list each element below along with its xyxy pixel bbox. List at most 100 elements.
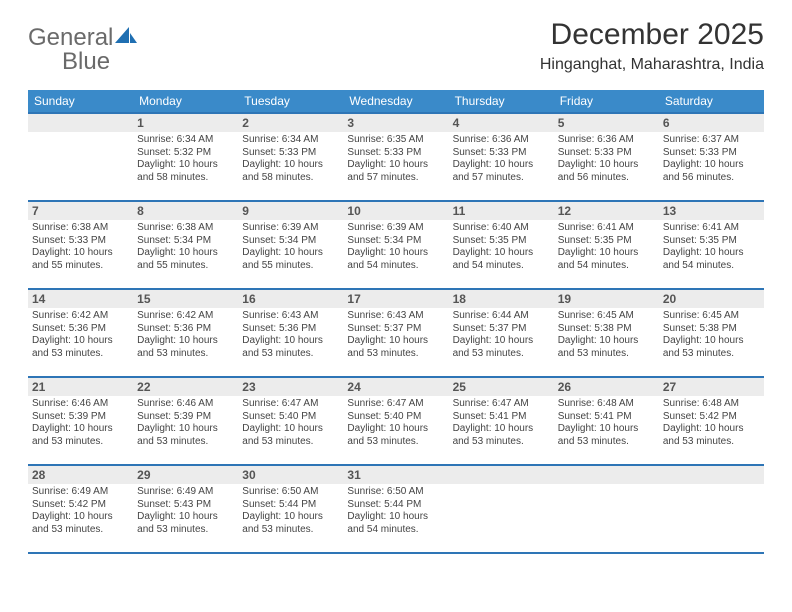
daylight-text: Daylight: 10 hours and 53 minutes.: [663, 423, 760, 448]
sunset-text: Sunset: 5:38 PM: [558, 323, 655, 336]
sunset-text: Sunset: 5:36 PM: [137, 323, 234, 336]
day-cell: 20Sunrise: 6:45 AMSunset: 5:38 PMDayligh…: [659, 290, 764, 376]
sunset-text: Sunset: 5:37 PM: [453, 323, 550, 336]
daylight-text: Daylight: 10 hours and 55 minutes.: [32, 247, 129, 272]
sunrise-text: Sunrise: 6:36 AM: [558, 134, 655, 147]
day-cell: 9Sunrise: 6:39 AMSunset: 5:34 PMDaylight…: [238, 202, 343, 288]
sunrise-text: Sunrise: 6:45 AM: [558, 310, 655, 323]
sunset-text: Sunset: 5:33 PM: [32, 235, 129, 248]
day-number: 17: [343, 290, 448, 308]
day-cell: 28Sunrise: 6:49 AMSunset: 5:42 PMDayligh…: [28, 466, 133, 552]
day-number: [449, 466, 554, 484]
day-number: 2: [238, 114, 343, 132]
sunrise-text: Sunrise: 6:38 AM: [137, 222, 234, 235]
daylight-text: Daylight: 10 hours and 56 minutes.: [663, 159, 760, 184]
sunrise-text: Sunrise: 6:39 AM: [242, 222, 339, 235]
day-body: Sunrise: 6:36 AMSunset: 5:33 PMDaylight:…: [554, 132, 659, 188]
daylight-text: Daylight: 10 hours and 53 minutes.: [453, 423, 550, 448]
day-body: Sunrise: 6:39 AMSunset: 5:34 PMDaylight:…: [343, 220, 448, 276]
day-cell: [659, 466, 764, 552]
sunset-text: Sunset: 5:40 PM: [242, 411, 339, 424]
day-body: Sunrise: 6:50 AMSunset: 5:44 PMDaylight:…: [343, 484, 448, 540]
day-body: Sunrise: 6:46 AMSunset: 5:39 PMDaylight:…: [133, 396, 238, 452]
day-cell: [554, 466, 659, 552]
day-body: Sunrise: 6:50 AMSunset: 5:44 PMDaylight:…: [238, 484, 343, 540]
sunset-text: Sunset: 5:34 PM: [242, 235, 339, 248]
daylight-text: Daylight: 10 hours and 54 minutes.: [558, 247, 655, 272]
day-cell: 31Sunrise: 6:50 AMSunset: 5:44 PMDayligh…: [343, 466, 448, 552]
day-cell: 27Sunrise: 6:48 AMSunset: 5:42 PMDayligh…: [659, 378, 764, 464]
daylight-text: Daylight: 10 hours and 57 minutes.: [347, 159, 444, 184]
day-cell: 13Sunrise: 6:41 AMSunset: 5:35 PMDayligh…: [659, 202, 764, 288]
sunrise-text: Sunrise: 6:50 AM: [347, 486, 444, 499]
day-cell: 10Sunrise: 6:39 AMSunset: 5:34 PMDayligh…: [343, 202, 448, 288]
sunset-text: Sunset: 5:42 PM: [32, 499, 129, 512]
daylight-text: Daylight: 10 hours and 53 minutes.: [137, 423, 234, 448]
sunrise-text: Sunrise: 6:46 AM: [137, 398, 234, 411]
day-number: 21: [28, 378, 133, 396]
brand-part1: General: [28, 24, 113, 51]
day-body: Sunrise: 6:45 AMSunset: 5:38 PMDaylight:…: [554, 308, 659, 364]
day-body: Sunrise: 6:48 AMSunset: 5:41 PMDaylight:…: [554, 396, 659, 452]
sunset-text: Sunset: 5:42 PM: [663, 411, 760, 424]
day-body: Sunrise: 6:34 AMSunset: 5:33 PMDaylight:…: [238, 132, 343, 188]
day-body: Sunrise: 6:43 AMSunset: 5:37 PMDaylight:…: [343, 308, 448, 364]
day-body: Sunrise: 6:45 AMSunset: 5:38 PMDaylight:…: [659, 308, 764, 364]
day-cell: 3Sunrise: 6:35 AMSunset: 5:33 PMDaylight…: [343, 114, 448, 200]
day-number: 11: [449, 202, 554, 220]
sunset-text: Sunset: 5:43 PM: [137, 499, 234, 512]
day-number: [659, 466, 764, 484]
day-cell: 25Sunrise: 6:47 AMSunset: 5:41 PMDayligh…: [449, 378, 554, 464]
daylight-text: Daylight: 10 hours and 53 minutes.: [453, 335, 550, 360]
sunrise-text: Sunrise: 6:50 AM: [242, 486, 339, 499]
day-body: Sunrise: 6:48 AMSunset: 5:42 PMDaylight:…: [659, 396, 764, 452]
day-number: 14: [28, 290, 133, 308]
sunset-text: Sunset: 5:35 PM: [453, 235, 550, 248]
brand-text: General Blue: [28, 24, 137, 80]
sunset-text: Sunset: 5:41 PM: [453, 411, 550, 424]
sunset-text: Sunset: 5:44 PM: [242, 499, 339, 512]
daylight-text: Daylight: 10 hours and 57 minutes.: [453, 159, 550, 184]
day-number: 3: [343, 114, 448, 132]
daylight-text: Daylight: 10 hours and 54 minutes.: [347, 247, 444, 272]
sunrise-text: Sunrise: 6:41 AM: [663, 222, 760, 235]
daylight-text: Daylight: 10 hours and 54 minutes.: [347, 511, 444, 536]
week-row: 21Sunrise: 6:46 AMSunset: 5:39 PMDayligh…: [28, 376, 764, 464]
daylight-text: Daylight: 10 hours and 53 minutes.: [663, 335, 760, 360]
sunrise-text: Sunrise: 6:44 AM: [453, 310, 550, 323]
day-number: 29: [133, 466, 238, 484]
weekday-header-cell: Thursday: [449, 90, 554, 112]
sunrise-text: Sunrise: 6:41 AM: [558, 222, 655, 235]
day-number: 1: [133, 114, 238, 132]
day-cell: 15Sunrise: 6:42 AMSunset: 5:36 PMDayligh…: [133, 290, 238, 376]
day-cell: [28, 114, 133, 200]
day-cell: 18Sunrise: 6:44 AMSunset: 5:37 PMDayligh…: [449, 290, 554, 376]
day-number: 30: [238, 466, 343, 484]
day-body: Sunrise: 6:49 AMSunset: 5:42 PMDaylight:…: [28, 484, 133, 540]
weeks-container: 1Sunrise: 6:34 AMSunset: 5:32 PMDaylight…: [28, 112, 764, 552]
day-number: 26: [554, 378, 659, 396]
day-cell: 8Sunrise: 6:38 AMSunset: 5:34 PMDaylight…: [133, 202, 238, 288]
day-cell: 16Sunrise: 6:43 AMSunset: 5:36 PMDayligh…: [238, 290, 343, 376]
brand-logo: General Blue: [28, 24, 137, 80]
day-cell: 23Sunrise: 6:47 AMSunset: 5:40 PMDayligh…: [238, 378, 343, 464]
sunrise-text: Sunrise: 6:48 AM: [558, 398, 655, 411]
weekday-header-cell: Sunday: [28, 90, 133, 112]
sunset-text: Sunset: 5:36 PM: [32, 323, 129, 336]
daylight-text: Daylight: 10 hours and 53 minutes.: [32, 423, 129, 448]
day-cell: 6Sunrise: 6:37 AMSunset: 5:33 PMDaylight…: [659, 114, 764, 200]
daylight-text: Daylight: 10 hours and 58 minutes.: [242, 159, 339, 184]
title-block: December 2025 Hinganghat, Maharashtra, I…: [540, 18, 764, 74]
sunset-text: Sunset: 5:40 PM: [347, 411, 444, 424]
day-number: 25: [449, 378, 554, 396]
weekday-header-cell: Monday: [133, 90, 238, 112]
day-cell: 12Sunrise: 6:41 AMSunset: 5:35 PMDayligh…: [554, 202, 659, 288]
weekday-header-cell: Wednesday: [343, 90, 448, 112]
day-body: Sunrise: 6:43 AMSunset: 5:36 PMDaylight:…: [238, 308, 343, 364]
daylight-text: Daylight: 10 hours and 53 minutes.: [347, 423, 444, 448]
day-cell: 17Sunrise: 6:43 AMSunset: 5:37 PMDayligh…: [343, 290, 448, 376]
day-number: 10: [343, 202, 448, 220]
sunset-text: Sunset: 5:39 PM: [137, 411, 234, 424]
sunrise-text: Sunrise: 6:48 AM: [663, 398, 760, 411]
day-number: 9: [238, 202, 343, 220]
